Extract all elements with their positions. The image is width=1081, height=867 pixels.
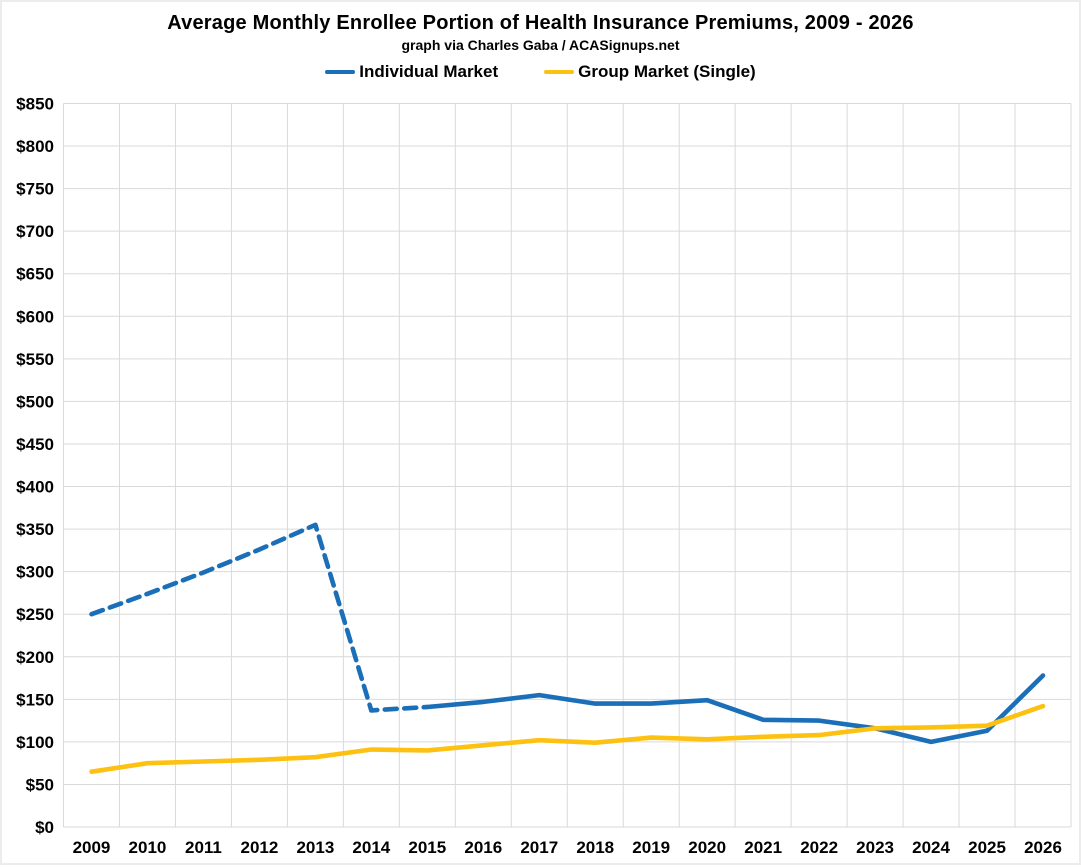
y-tick-label: $550	[16, 350, 54, 369]
y-tick-label: $100	[16, 733, 54, 752]
y-tick-label: $400	[16, 478, 54, 497]
y-tick-label: $850	[16, 95, 54, 114]
x-tick-label: 2021	[744, 838, 782, 857]
individual-market-line-dashed	[89, 522, 430, 713]
chart-subtitle: graph via Charles Gaba / ACASignups.net	[401, 37, 680, 53]
x-tick-label: 2010	[129, 838, 167, 857]
x-tick-label: 2013	[296, 838, 334, 857]
y-tick-label: $0	[35, 818, 54, 837]
y-axis-tick-labels: $0 $50 $100 $150 $200 $250 $300 $350 $400 $450 $50…	[16, 95, 54, 838]
chart-title: Average Monthly Enrollee Portion of Heal…	[167, 12, 914, 34]
y-tick-label: $200	[16, 648, 54, 667]
x-tick-label: 2020	[688, 838, 726, 857]
chart-header: Average Monthly Enrollee Portion of Heal…	[2, 2, 1079, 82]
x-tick-label: 2017	[520, 838, 558, 857]
x-tick-label: 2019	[632, 838, 670, 857]
y-tick-label: $150	[16, 690, 54, 709]
individual-market-line	[424, 673, 1046, 745]
legend-item-group: Group Market (Single)	[544, 62, 756, 82]
x-tick-label: 2012	[240, 838, 278, 857]
y-tick-label: $500	[16, 392, 54, 411]
gridlines	[63, 103, 1072, 828]
y-tick-label: $300	[16, 563, 54, 582]
x-tick-label: 2009	[73, 838, 111, 857]
y-tick-label: $600	[16, 307, 54, 326]
y-tick-label: $350	[16, 520, 54, 539]
x-tick-label: 2015	[408, 838, 446, 857]
group-market-line	[89, 703, 1046, 775]
x-tick-label: 2024	[912, 838, 950, 857]
x-tick-label: 2011	[185, 838, 222, 857]
individual-line-swatch	[325, 70, 356, 74]
x-tick-label: 2025	[968, 838, 1006, 857]
y-tick-label: $650	[16, 265, 54, 284]
y-tick-label: $800	[16, 137, 54, 156]
group-line-swatch	[544, 70, 575, 74]
x-tick-label: 2018	[576, 838, 614, 857]
legend-label-individual: Individual Market	[359, 62, 499, 81]
y-tick-label: $450	[16, 435, 54, 454]
x-tick-label: 2023	[856, 838, 894, 857]
chart-legend: Individual Market Group Market (Single)	[2, 62, 1079, 82]
x-tick-label: 2014	[352, 838, 390, 857]
y-tick-label: $700	[16, 222, 54, 241]
legend-label-group: Group Market (Single)	[578, 62, 756, 81]
y-tick-label: $50	[26, 775, 54, 794]
x-tick-label: 2022	[800, 838, 838, 857]
x-tick-label: 2026	[1024, 838, 1062, 857]
legend-item-individual: Individual Market	[325, 62, 498, 82]
x-tick-label: 2016	[464, 838, 502, 857]
y-tick-label: $250	[16, 605, 54, 624]
x-axis-tick-labels: 2009 2010 2011 2012 2013 2014 2015 2016 2017 2018…	[73, 838, 1062, 857]
y-tick-label: $750	[16, 180, 54, 199]
